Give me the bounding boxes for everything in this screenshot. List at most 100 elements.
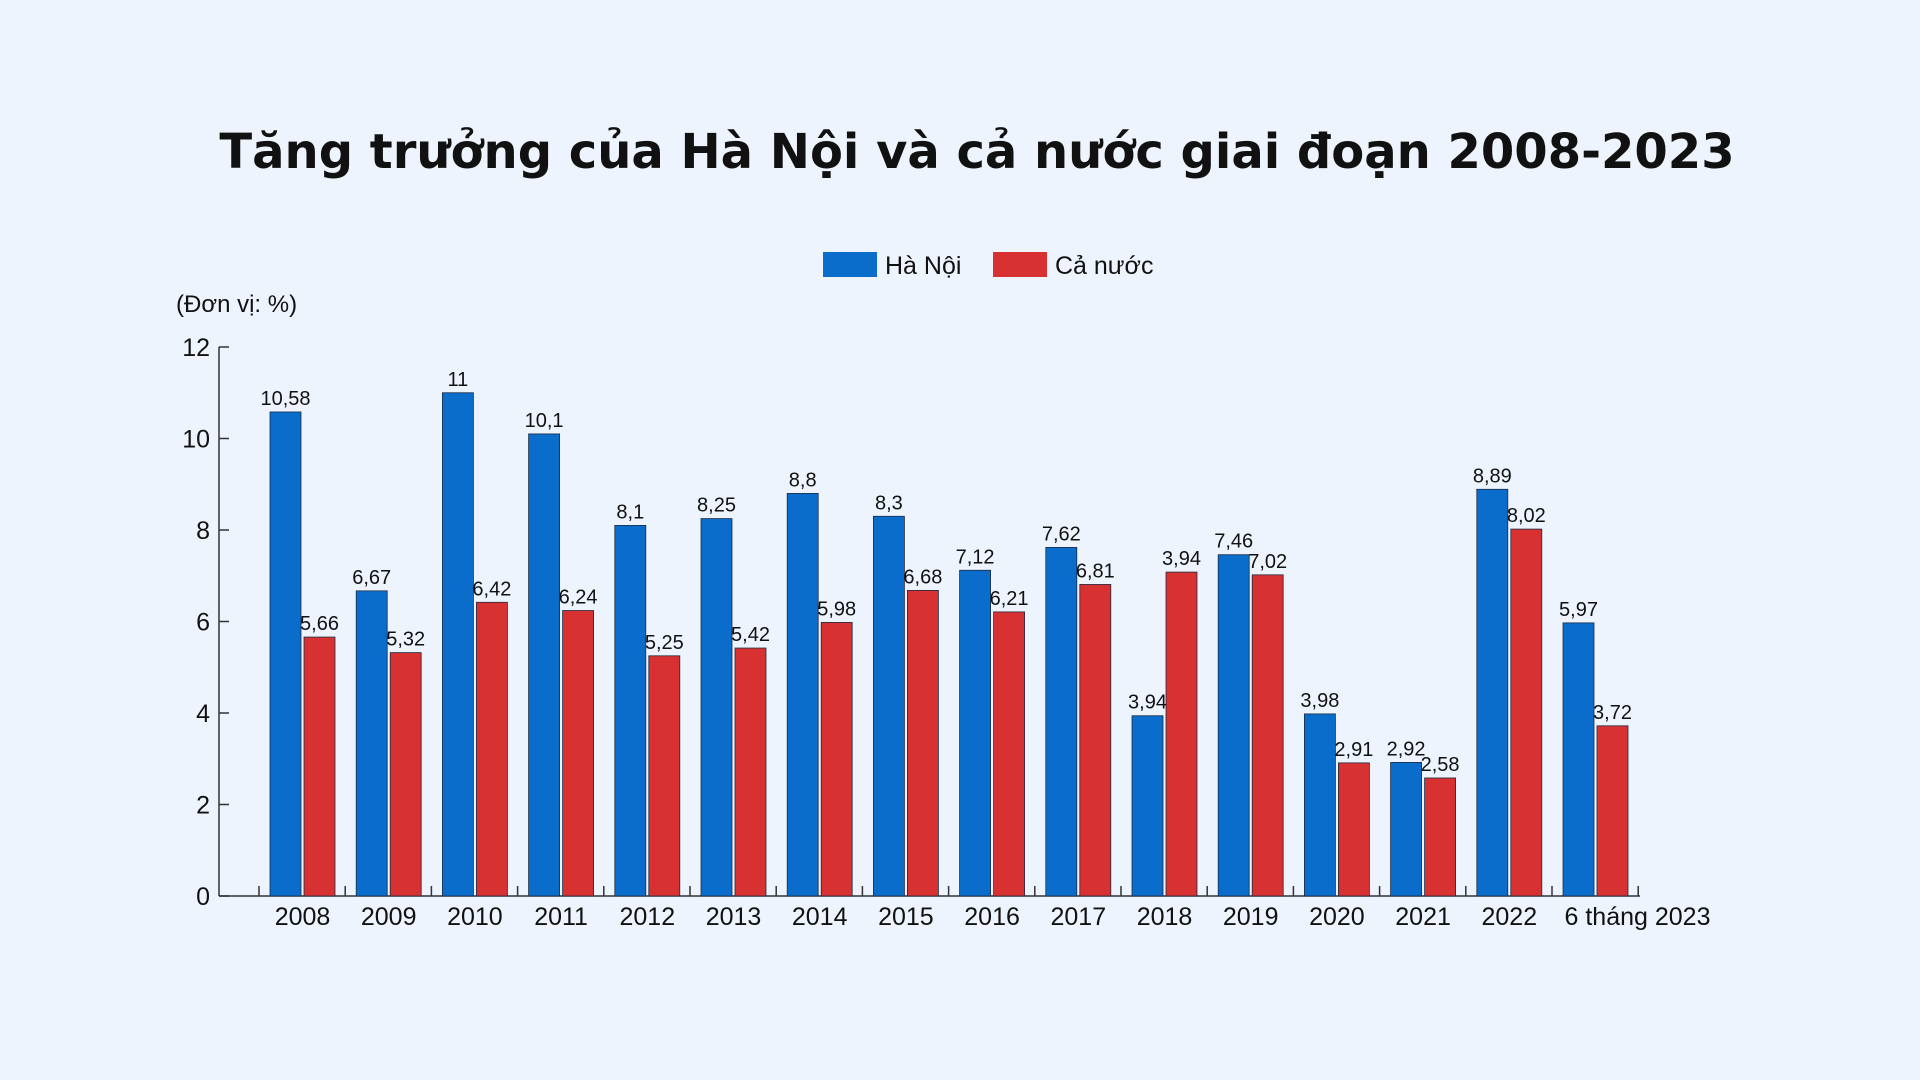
x-tick-label: 2010: [447, 903, 503, 931]
bar-ca-nuoc: [1596, 725, 1629, 897]
bar-ca-nuoc: [562, 610, 594, 897]
bar-ha-noi: [528, 433, 560, 897]
bar-ha-noi: [441, 392, 474, 897]
x-tick-label: 2009: [361, 903, 417, 931]
x-tick-label: 2012: [619, 903, 675, 931]
bar-ca-nuoc: [648, 655, 681, 897]
value-label-ca-nuoc: 2,91: [1334, 739, 1373, 761]
value-label-ha-noi: 8,89: [1473, 465, 1512, 487]
bar-ca-nuoc: [303, 636, 336, 897]
x-tick-label: 2021: [1395, 903, 1451, 931]
bar-ha-noi: [700, 518, 733, 897]
bar-ca-nuoc: [993, 611, 1025, 897]
value-label-ha-noi: 6,67: [352, 567, 391, 589]
bar-ha-noi: [873, 515, 905, 897]
x-tick-label: 2019: [1223, 903, 1279, 931]
value-label-ca-nuoc: 3,72: [1593, 702, 1632, 724]
value-label-ca-nuoc: 5,42: [731, 624, 770, 646]
bar-ca-nuoc: [734, 647, 767, 897]
value-label-ca-nuoc: 7,02: [1248, 551, 1287, 573]
value-label-ca-nuoc: 2,58: [1421, 754, 1460, 776]
x-tick-label: 2022: [1481, 903, 1537, 931]
value-label-ha-noi: 10,58: [260, 388, 310, 410]
bar-ca-nuoc: [1338, 762, 1370, 897]
value-label-ha-noi: 2,92: [1387, 738, 1426, 760]
y-tick-label: 10: [182, 426, 210, 454]
value-label-ha-noi: 8,25: [697, 495, 736, 517]
value-label-ca-nuoc: 5,66: [300, 613, 339, 635]
value-label-ha-noi: 7,46: [1214, 531, 1253, 553]
value-label-ha-noi: 11: [448, 369, 469, 391]
x-tick-label: 2017: [1050, 903, 1106, 931]
value-label-ca-nuoc: 6,68: [903, 566, 942, 588]
x-tick-label: 2016: [964, 903, 1020, 931]
bar-ha-noi: [1390, 762, 1422, 897]
bars: [269, 392, 1629, 897]
y-tick-label: 0: [196, 883, 210, 911]
value-label-ca-nuoc: 6,81: [1076, 560, 1115, 582]
bar-ha-noi: [959, 569, 991, 897]
bar-ca-nuoc: [389, 652, 422, 897]
x-tick-label: 2011: [534, 903, 588, 931]
bar-ca-nuoc: [475, 601, 508, 897]
y-tick-label: 4: [196, 700, 210, 728]
x-tick-label: 2013: [706, 903, 762, 931]
value-label-ca-nuoc: 3,94: [1162, 548, 1201, 570]
bar-ca-nuoc: [1079, 584, 1112, 897]
legend-label: Cả nước: [1055, 252, 1153, 280]
value-label-ca-nuoc: 5,32: [386, 629, 425, 651]
x-tick-label: 2020: [1309, 903, 1365, 931]
x-tick-label: 6 tháng 2023: [1565, 903, 1711, 931]
bar-ha-noi: [1476, 488, 1509, 897]
value-label-ca-nuoc: 5,25: [645, 632, 684, 654]
legend-label: Hà Nội: [885, 252, 961, 280]
x-tick-label: 2015: [878, 903, 934, 931]
value-label-ca-nuoc: 5,98: [817, 598, 856, 620]
value-labels: 10,58 6,67 11 10,1 8,1 8,25 8,8 8,3 7,12 7,62 3,94…: [260, 369, 1632, 776]
value-label-ha-noi: 7,12: [956, 546, 995, 568]
bar-ha-noi: [269, 411, 302, 897]
bar-ha-noi: [1562, 622, 1595, 897]
legend-swatch: [993, 252, 1047, 277]
bar-ca-nuoc: [1165, 571, 1198, 897]
value-label-ca-nuoc: 6,24: [559, 587, 598, 609]
bar-ha-noi: [614, 525, 647, 897]
bar-ca-nuoc: [1510, 528, 1543, 897]
value-label-ca-nuoc: 6,42: [472, 578, 511, 600]
value-label-ha-noi: 10,1: [525, 410, 564, 432]
value-label-ca-nuoc: 8,02: [1507, 505, 1546, 527]
y-tick-label: 12: [182, 334, 210, 362]
y-tick-label: 6: [196, 609, 210, 637]
value-label-ha-noi: 3,94: [1128, 692, 1167, 714]
bar-ca-nuoc: [1424, 777, 1456, 897]
x-tick-label: 2014: [792, 903, 848, 931]
legend: Hà Nội Cả nước: [823, 252, 1153, 280]
y-tick-label: 8: [196, 517, 210, 545]
bar-ca-nuoc: [820, 622, 853, 897]
x-tick-label: 2018: [1137, 903, 1193, 931]
y-tick-label: 2: [196, 792, 210, 820]
value-label-ha-noi: 8,8: [789, 469, 817, 491]
bar-ha-noi: [1304, 713, 1336, 897]
bar-ha-noi: [1217, 554, 1250, 897]
legend-swatch: [823, 252, 877, 277]
value-label-ha-noi: 8,3: [875, 492, 903, 514]
x-tick-label: 2008: [275, 903, 331, 931]
legend-ca-nuoc: Cả nước: [993, 252, 1153, 280]
value-label-ha-noi: 5,97: [1559, 599, 1598, 621]
bar-ca-nuoc: [907, 589, 939, 897]
legend-ha-noi: Hà Nội: [823, 252, 961, 280]
value-label-ha-noi: 8,1: [616, 501, 644, 523]
bar-ha-noi: [786, 492, 819, 897]
chart-title: Tăng trưởng của Hà Nội và cả nước giai đ…: [219, 124, 1734, 180]
unit-label: (Đơn vị: %): [176, 291, 297, 318]
x-axis-ticks: 2008 2009 2010 2011 2012 2013 2014 2015 2016 2017…: [275, 903, 1711, 931]
value-label-ca-nuoc: 6,21: [990, 588, 1029, 610]
bar-ha-noi: [1045, 546, 1078, 897]
value-label-ha-noi: 3,98: [1300, 690, 1339, 712]
value-label-ha-noi: 7,62: [1042, 523, 1081, 545]
bar-ha-noi: [355, 590, 388, 897]
bar-ha-noi: [1131, 715, 1164, 897]
bar-ca-nuoc: [1251, 574, 1284, 897]
